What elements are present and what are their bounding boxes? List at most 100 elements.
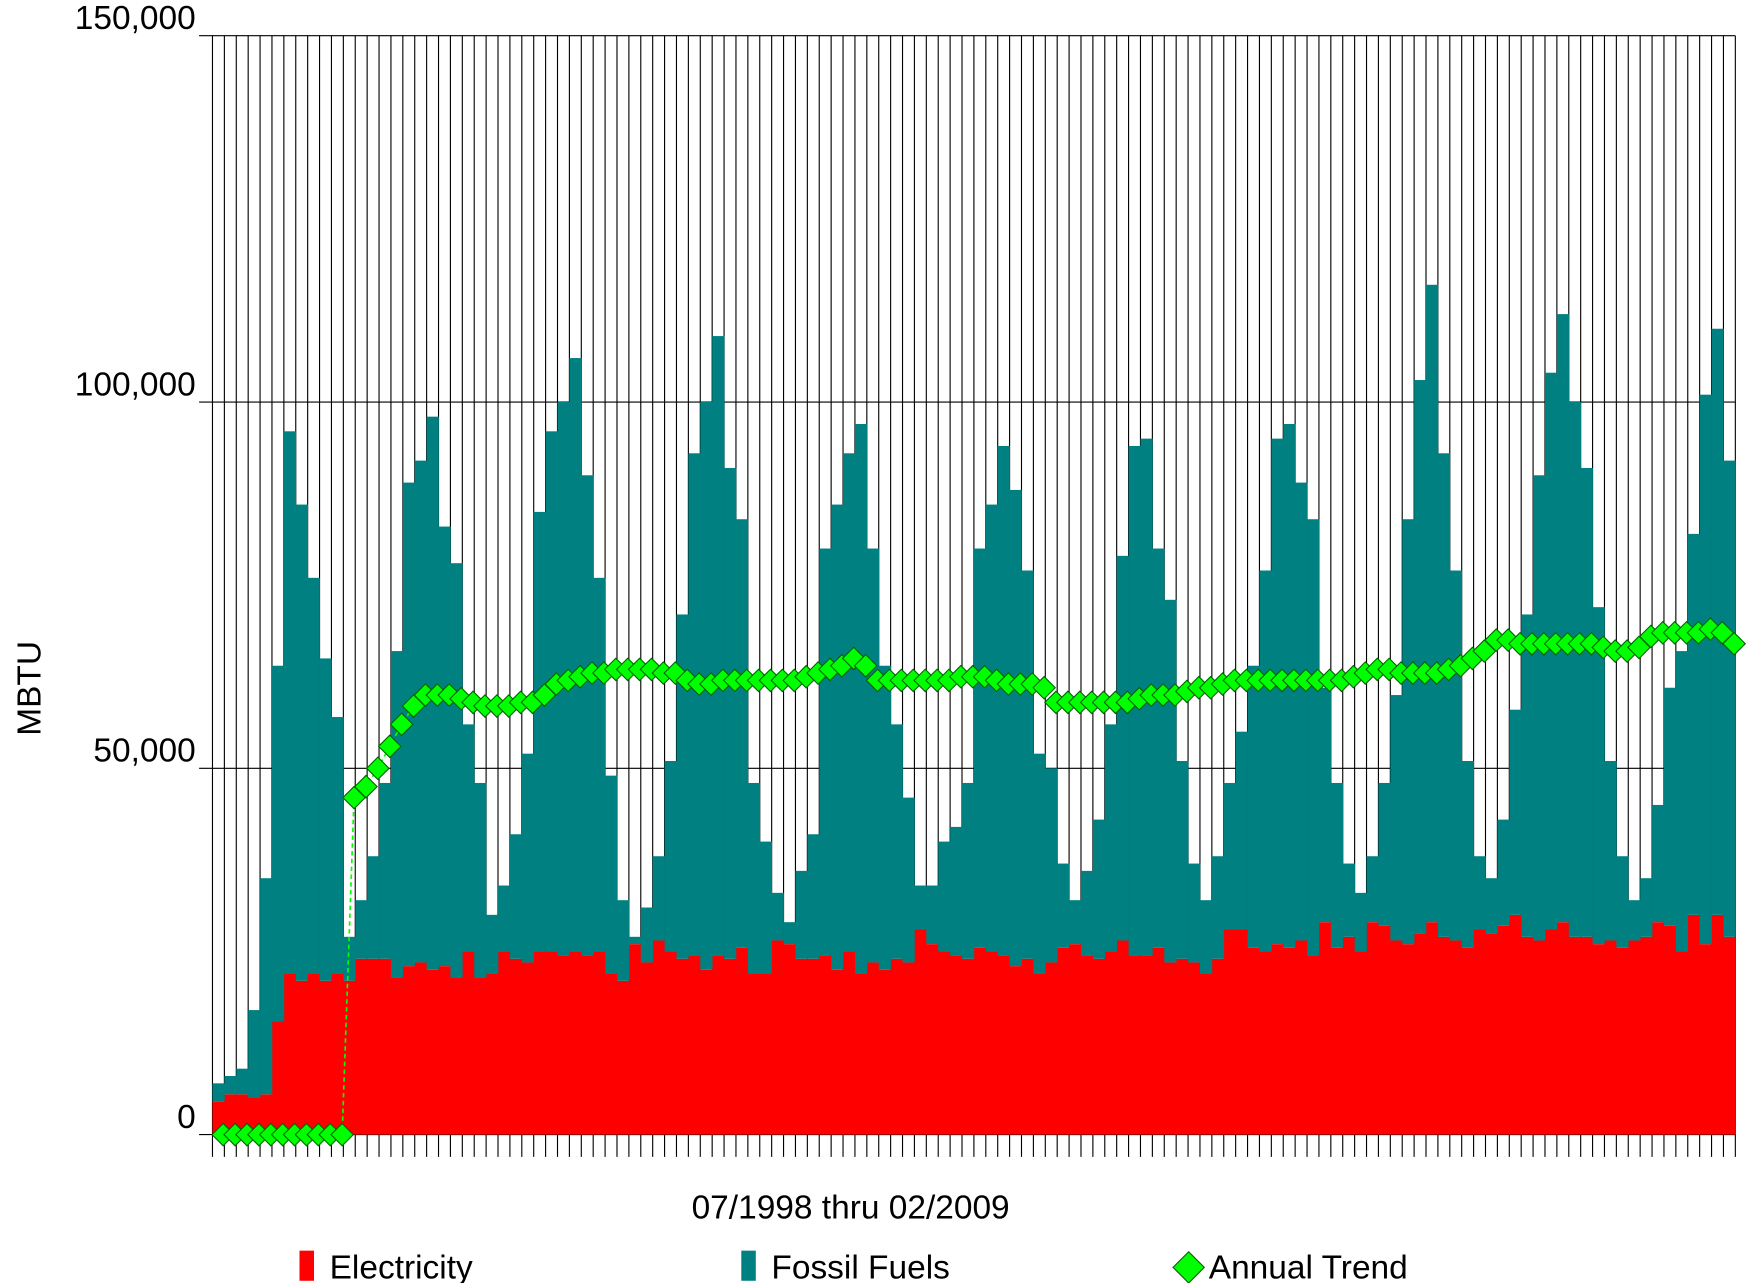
bar <box>819 955 832 1135</box>
bar <box>878 969 891 1135</box>
bar <box>1354 892 1367 952</box>
bar <box>521 753 535 963</box>
bar <box>1116 940 1129 1135</box>
trend-marker <box>365 756 390 781</box>
bar <box>926 885 939 945</box>
bar <box>1616 947 1629 1135</box>
bar <box>1211 856 1225 959</box>
bar <box>1663 925 1677 1135</box>
bar <box>1318 687 1332 923</box>
bar <box>1069 900 1082 945</box>
bar <box>509 834 523 959</box>
bar <box>854 423 868 974</box>
bar <box>605 973 618 1135</box>
bar <box>1449 570 1463 941</box>
bar <box>1580 936 1593 1135</box>
bar <box>1378 925 1391 1135</box>
bar <box>1604 940 1617 1135</box>
bar <box>1592 944 1605 1135</box>
bar <box>843 951 856 1135</box>
bar <box>379 958 392 1135</box>
legend-swatch <box>299 1250 315 1281</box>
bar <box>605 775 618 974</box>
trend-marker <box>354 774 378 799</box>
bar <box>1485 878 1498 934</box>
bar <box>509 958 523 1135</box>
bar <box>1604 760 1617 941</box>
bar <box>664 951 677 1135</box>
bar <box>1687 533 1700 915</box>
bar <box>962 958 975 1135</box>
y-axis-label: MBTU <box>12 641 49 736</box>
bar <box>902 797 915 963</box>
bar <box>1307 519 1320 956</box>
bar <box>295 980 308 1135</box>
x-axis-label: 07/1998 thru 02/2009 <box>692 1189 1010 1226</box>
bar <box>950 826 963 956</box>
bar <box>1009 966 1022 1135</box>
bar <box>224 1076 237 1095</box>
bar <box>997 445 1010 956</box>
bar <box>1509 709 1522 915</box>
bar <box>914 885 927 930</box>
bar <box>783 944 796 1135</box>
trend-marker <box>330 1122 355 1147</box>
bar <box>307 577 320 974</box>
bar <box>1556 314 1570 923</box>
bar <box>854 973 868 1135</box>
bar <box>1437 936 1451 1135</box>
bar <box>1247 947 1260 1135</box>
bar <box>533 511 546 952</box>
bar <box>1556 922 1570 1135</box>
bar <box>498 885 511 952</box>
bar <box>628 936 642 945</box>
bar <box>1235 731 1248 930</box>
bar <box>593 951 606 1135</box>
bar <box>807 834 820 959</box>
bar <box>1104 724 1118 952</box>
bar <box>652 940 665 1135</box>
bar <box>414 460 427 963</box>
bar <box>355 958 368 1135</box>
bar <box>295 504 308 981</box>
trend-marker <box>377 734 402 759</box>
bar <box>236 1068 249 1095</box>
bar <box>1223 929 1236 1135</box>
bar <box>390 651 404 978</box>
bar <box>533 951 546 1135</box>
bar <box>1521 614 1534 937</box>
bar <box>1188 962 1201 1135</box>
bar <box>1592 607 1605 945</box>
bar <box>759 973 772 1135</box>
bar <box>474 977 487 1135</box>
bar <box>1116 555 1129 941</box>
bar <box>1663 687 1677 926</box>
bar <box>1176 760 1189 959</box>
bar <box>1140 955 1153 1135</box>
legend-swatch <box>1172 1250 1206 1283</box>
bar <box>474 782 487 978</box>
bar <box>1509 914 1522 1135</box>
bar <box>379 782 392 959</box>
bar <box>212 1083 225 1102</box>
bar <box>973 548 987 948</box>
bar <box>1295 482 1308 941</box>
bar <box>1295 940 1308 1135</box>
bar <box>926 944 939 1135</box>
bar <box>676 958 689 1135</box>
bar <box>1461 760 1474 948</box>
bar <box>486 973 499 1135</box>
bar <box>486 914 499 974</box>
bar <box>866 962 880 1135</box>
y-tick-label: 0 <box>177 1099 196 1136</box>
bar <box>890 958 903 1135</box>
bar <box>260 878 273 1095</box>
bar <box>747 782 761 974</box>
bar <box>1497 819 1510 926</box>
bar <box>783 922 796 945</box>
bar <box>248 1010 261 1098</box>
bar <box>1092 819 1106 959</box>
bar <box>688 955 701 1135</box>
bar <box>831 504 844 970</box>
